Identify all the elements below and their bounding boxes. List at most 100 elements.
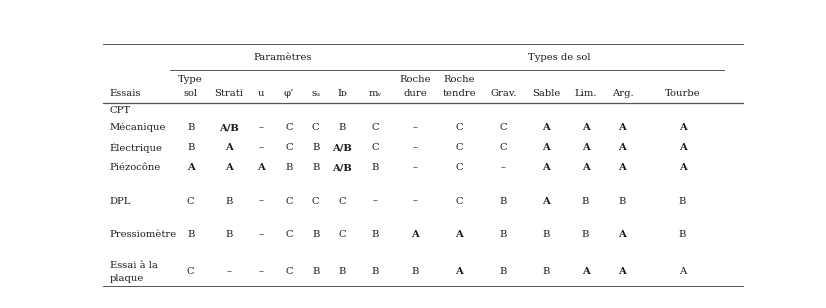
Text: B: B: [285, 164, 292, 172]
Text: C: C: [339, 230, 346, 239]
Text: A: A: [542, 123, 550, 132]
Text: A: A: [542, 197, 550, 206]
Text: A: A: [542, 164, 550, 172]
Text: C: C: [500, 123, 507, 132]
Text: Lim.: Lim.: [574, 89, 597, 98]
Text: Grav.: Grav.: [490, 89, 516, 98]
Text: Roche: Roche: [400, 75, 431, 84]
Text: A: A: [619, 123, 626, 132]
Text: B: B: [582, 197, 589, 206]
Text: A: A: [411, 230, 420, 239]
Text: Électrique: Électrique: [110, 143, 163, 153]
Text: dure: dure: [403, 89, 427, 98]
Text: C: C: [455, 123, 463, 132]
Text: C: C: [285, 123, 292, 132]
Text: C: C: [187, 267, 194, 276]
Text: C: C: [455, 143, 463, 152]
Text: B: B: [582, 230, 589, 239]
Text: DPL: DPL: [110, 197, 131, 206]
Text: Essai à la: Essai à la: [110, 261, 158, 270]
Text: –: –: [501, 164, 506, 172]
Text: –: –: [413, 123, 418, 132]
Text: mᵥ: mᵥ: [368, 89, 382, 98]
Text: B: B: [312, 267, 320, 276]
Text: sol: sol: [183, 89, 197, 98]
Text: A/B: A/B: [219, 123, 239, 132]
Text: A: A: [542, 143, 550, 152]
Text: C: C: [455, 164, 463, 172]
Text: –: –: [259, 267, 263, 276]
Text: B: B: [225, 197, 233, 206]
Text: Type: Type: [178, 75, 203, 84]
Text: B: B: [372, 267, 379, 276]
Text: A: A: [455, 267, 463, 276]
Text: Iᴅ: Iᴅ: [338, 89, 347, 98]
Text: A: A: [619, 230, 626, 239]
Text: A: A: [679, 267, 686, 276]
Text: B: B: [187, 143, 194, 152]
Text: B: B: [372, 230, 379, 239]
Text: A: A: [582, 143, 590, 152]
Text: B: B: [679, 230, 686, 239]
Text: B: B: [339, 123, 346, 132]
Text: Sable: Sable: [532, 89, 560, 98]
Text: B: B: [312, 164, 320, 172]
Text: C: C: [312, 123, 320, 132]
Text: A: A: [225, 164, 233, 172]
Text: A: A: [582, 123, 590, 132]
Text: tendre: tendre: [442, 89, 476, 98]
Text: A: A: [619, 164, 626, 172]
Text: Arg.: Arg.: [611, 89, 634, 98]
Text: B: B: [500, 267, 507, 276]
Text: Pressiomètre: Pressiomètre: [110, 230, 177, 239]
Text: A: A: [225, 143, 233, 152]
Text: C: C: [285, 143, 292, 152]
Text: Piézocône: Piézocône: [110, 164, 161, 172]
Text: Mécanique: Mécanique: [110, 123, 166, 132]
Text: –: –: [259, 197, 263, 206]
Text: B: B: [679, 197, 686, 206]
Text: A: A: [455, 230, 463, 239]
Text: –: –: [259, 143, 263, 152]
Text: –: –: [226, 267, 231, 276]
Text: –: –: [373, 197, 377, 206]
Text: A: A: [619, 143, 626, 152]
Text: –: –: [413, 197, 418, 206]
Text: C: C: [455, 197, 463, 206]
Text: B: B: [312, 230, 320, 239]
Text: Types de sol: Types de sol: [528, 53, 591, 62]
Text: B: B: [542, 267, 549, 276]
Text: sᵤ: sᵤ: [311, 89, 320, 98]
Text: B: B: [619, 197, 626, 206]
Text: –: –: [413, 164, 418, 172]
Text: A: A: [187, 164, 194, 172]
Text: C: C: [500, 143, 507, 152]
Text: B: B: [500, 197, 507, 206]
Text: B: B: [542, 230, 549, 239]
Text: A: A: [679, 143, 686, 152]
Text: Essais: Essais: [110, 89, 141, 98]
Text: A: A: [582, 164, 590, 172]
Text: A: A: [619, 267, 626, 276]
Text: A/B: A/B: [333, 143, 352, 152]
Text: B: B: [339, 267, 346, 276]
Text: B: B: [500, 230, 507, 239]
Text: B: B: [187, 230, 194, 239]
Text: B: B: [187, 123, 194, 132]
Text: u: u: [258, 89, 264, 98]
Text: B: B: [372, 164, 379, 172]
Text: A: A: [679, 164, 686, 172]
Text: A: A: [582, 267, 590, 276]
Text: A: A: [679, 123, 686, 132]
Text: –: –: [259, 230, 263, 239]
Text: C: C: [372, 143, 379, 152]
Text: –: –: [259, 123, 263, 132]
Text: Strati: Strati: [215, 89, 244, 98]
Text: CPT: CPT: [110, 106, 131, 115]
Text: C: C: [285, 197, 292, 206]
Text: C: C: [187, 197, 194, 206]
Text: B: B: [312, 143, 320, 152]
Text: Paramètres: Paramètres: [254, 53, 311, 62]
Text: –: –: [413, 143, 418, 152]
Text: A/B: A/B: [333, 164, 352, 172]
